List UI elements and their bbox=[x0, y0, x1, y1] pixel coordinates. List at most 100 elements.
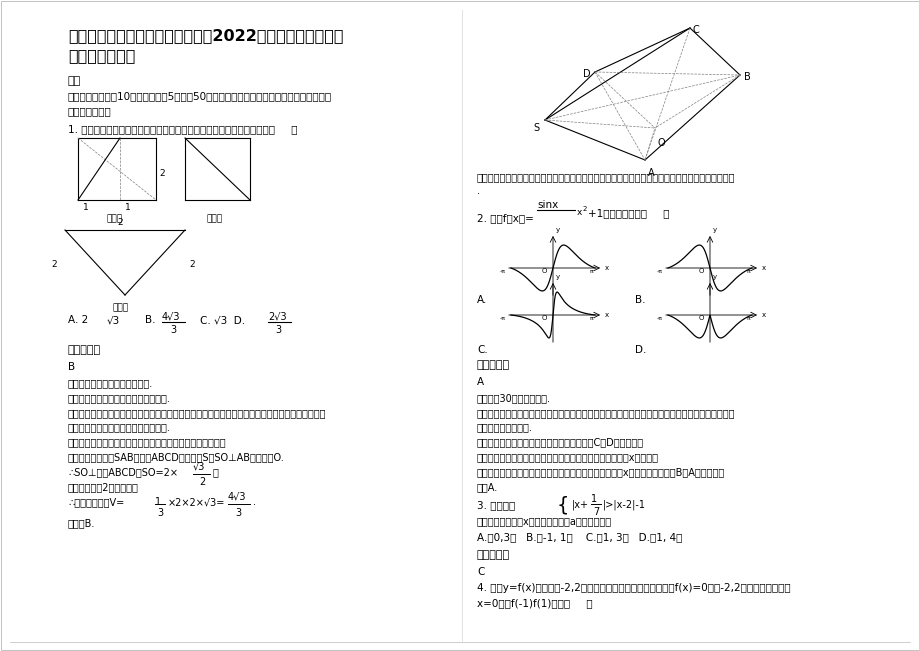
Text: -π: -π bbox=[656, 269, 663, 274]
Text: O: O bbox=[698, 268, 703, 274]
Text: 而即可得出正确选项.: 而即可得出正确选项. bbox=[476, 422, 532, 432]
Text: 3. 若不等式: 3. 若不等式 bbox=[476, 500, 515, 510]
Text: 2√3: 2√3 bbox=[267, 311, 287, 321]
Text: 1: 1 bbox=[154, 497, 161, 507]
Text: 2: 2 bbox=[51, 260, 57, 269]
Text: 3: 3 bbox=[275, 325, 281, 335]
Text: A: A bbox=[476, 377, 483, 387]
Text: 【分析】几何体是四棱锥，结合其直观图，利用四棱锥的一个侧面与底面垂直，作四棱锥的高线，求: 【分析】几何体是四棱锥，结合其直观图，利用四棱锥的一个侧面与底面垂直，作四棱锥的… bbox=[68, 408, 326, 418]
Text: O: O bbox=[698, 315, 703, 321]
Text: sinx: sinx bbox=[537, 200, 558, 210]
Text: 2: 2 bbox=[188, 260, 195, 269]
Text: y: y bbox=[712, 227, 716, 233]
Text: 当自变量从原点右侧趋近于原点时，函数值为正，图象在x轴上方，故可排除B，A选项符合，: 当自变量从原点右侧趋近于原点时，函数值为正，图象在x轴上方，故可排除B，A选项符… bbox=[476, 467, 724, 477]
Text: π: π bbox=[746, 269, 750, 274]
Text: O: O bbox=[541, 315, 547, 321]
Text: 选择题：本大题共10小题，每小题5分，共50分。在每小题给出的四个选项中，只有是一个: 选择题：本大题共10小题，每小题5分，共50分。在每小题给出的四个选项中，只有是… bbox=[68, 91, 332, 101]
Text: .: . bbox=[253, 497, 255, 507]
Text: B: B bbox=[743, 72, 750, 82]
Text: 2. 函数f（x）=: 2. 函数f（x）= bbox=[476, 213, 533, 223]
Text: x: x bbox=[761, 312, 766, 318]
Text: 1: 1 bbox=[590, 494, 596, 504]
Text: 期末试题含解析: 期末试题含解析 bbox=[68, 48, 135, 63]
Text: 【解答】解：由三视图知：几何体是四棱锥，其直观图如图；: 【解答】解：由三视图知：几何体是四棱锥，其直观图如图； bbox=[68, 437, 226, 447]
Text: 7: 7 bbox=[593, 507, 598, 517]
Text: 参考答案：: 参考答案： bbox=[476, 550, 509, 560]
Text: 1. 已知一个几何体的三视图及有关数据如图所示，则该几何体的体积为（     ）: 1. 已知一个几何体的三视图及有关数据如图所示，则该几何体的体积为（ ） bbox=[68, 124, 297, 134]
Text: ，: ， bbox=[213, 467, 219, 477]
Text: C: C bbox=[476, 567, 483, 577]
Text: 【专题】计算题；空间位置关系与距离.: 【专题】计算题；空间位置关系与距离. bbox=[68, 393, 171, 403]
Text: π: π bbox=[589, 316, 593, 321]
Text: 4√3: 4√3 bbox=[162, 311, 180, 321]
Text: 2: 2 bbox=[117, 218, 122, 227]
Text: x: x bbox=[605, 265, 608, 271]
Text: 符合题目要求的: 符合题目要求的 bbox=[68, 106, 111, 116]
Text: B: B bbox=[68, 362, 75, 372]
Text: C. √3  D.: C. √3 D. bbox=[199, 315, 244, 325]
Text: π: π bbox=[589, 269, 593, 274]
Text: C.: C. bbox=[476, 345, 487, 355]
Text: 湖北省随州市随县殷店镇东坡中学2022年高三数学文下学期: 湖北省随州市随县殷店镇东坡中学2022年高三数学文下学期 bbox=[68, 28, 343, 43]
Text: C: C bbox=[692, 25, 699, 35]
Text: 正视图: 正视图 bbox=[107, 214, 123, 223]
Text: -π: -π bbox=[656, 316, 663, 321]
Text: 四棱锥的一个侧面SAB与底面ABCD垂直，过S作SO⊥AB，垂足为O.: 四棱锥的一个侧面SAB与底面ABCD垂直，过S作SO⊥AB，垂足为O. bbox=[68, 452, 285, 462]
Text: A. 2: A. 2 bbox=[68, 315, 88, 325]
Text: S: S bbox=[532, 123, 539, 133]
Text: B.: B. bbox=[634, 295, 645, 305]
Text: x=0，则f(-1)f(1)的值（     ）: x=0，则f(-1)f(1)的值（ ） bbox=[476, 598, 592, 608]
Text: .: . bbox=[476, 186, 480, 196]
Text: 俯视图: 俯视图 bbox=[113, 303, 129, 312]
Text: 【点评】本题考查了由三视图求几何体的体积，判断几何体的几何特征及数据所对应的几何量是关键: 【点评】本题考查了由三视图求几何体的体积，判断几何体的几何特征及数据所对应的几何… bbox=[476, 172, 734, 182]
Text: -π: -π bbox=[499, 269, 505, 274]
Text: 【分析】先研究函数的性质，可以发现它是一个奇函数，再研究函数在原点附近的函数值的符号，从: 【分析】先研究函数的性质，可以发现它是一个奇函数，再研究函数在原点附近的函数值的… bbox=[476, 408, 734, 418]
Text: 3: 3 bbox=[157, 508, 163, 518]
Text: 故选：B.: 故选：B. bbox=[68, 518, 96, 528]
Text: {: { bbox=[556, 496, 569, 515]
Text: y: y bbox=[555, 274, 560, 280]
Text: ×2×2×√3=: ×2×2×√3= bbox=[168, 497, 225, 507]
Text: B.: B. bbox=[145, 315, 155, 325]
Text: x: x bbox=[761, 265, 766, 271]
Text: 2: 2 bbox=[159, 169, 165, 178]
Text: 对于一切非零实数x均成立，则实数a的取值范围是: 对于一切非零实数x均成立，则实数a的取值范围是 bbox=[476, 516, 611, 526]
Text: 4. 函数y=f(x)在区间（-2,2）上的图象是连续不断的，且方程f(x)=0在（-2,2）上仅有一个实根: 4. 函数y=f(x)在区间（-2,2）上的图象是连续不断的，且方程f(x)=0… bbox=[476, 583, 789, 593]
Text: 4√3: 4√3 bbox=[228, 492, 246, 502]
Text: +1的图象大致为（     ）: +1的图象大致为（ ） bbox=[587, 208, 669, 218]
Text: |>|x-2|-1: |>|x-2|-1 bbox=[602, 499, 645, 510]
Text: √3: √3 bbox=[193, 462, 205, 472]
Text: D.: D. bbox=[634, 345, 646, 355]
Text: D: D bbox=[583, 69, 590, 79]
Text: O: O bbox=[541, 268, 547, 274]
Text: ∴SO⊥底面ABCD，SO=2×: ∴SO⊥底面ABCD，SO=2× bbox=[68, 467, 177, 477]
Text: 3: 3 bbox=[234, 508, 241, 518]
Text: O: O bbox=[657, 138, 665, 148]
Text: 出棱锥的高，代入棱锥的体积公式计算.: 出棱锥的高，代入棱锥的体积公式计算. bbox=[68, 422, 171, 432]
Text: 参考答案：: 参考答案： bbox=[476, 360, 509, 370]
Text: 【考点】30：函数的图象.: 【考点】30：函数的图象. bbox=[476, 393, 550, 403]
Text: 【考点】由三视图求面积、体积.: 【考点】由三视图求面积、体积. bbox=[68, 378, 153, 388]
Text: 一、: 一、 bbox=[68, 76, 81, 86]
Text: √3: √3 bbox=[107, 315, 120, 325]
Text: 侧视图: 侧视图 bbox=[207, 214, 223, 223]
Text: 故选A.: 故选A. bbox=[476, 482, 498, 492]
Text: 又当自变量从原点左侧趋近于原点时，函数值为负，图象在x轴下方，: 又当自变量从原点左侧趋近于原点时，函数值为负，图象在x轴下方， bbox=[476, 452, 658, 462]
Text: 2: 2 bbox=[199, 477, 205, 487]
Text: x: x bbox=[605, 312, 608, 318]
Text: A: A bbox=[647, 168, 654, 178]
Text: A.: A. bbox=[476, 295, 487, 305]
Text: A.（0,3）   B.（-1, 1）    C.（1, 3）   D.（1, 4）: A.（0,3） B.（-1, 1） C.（1, 3） D.（1, 4） bbox=[476, 532, 682, 542]
Text: 【解答】解：此函数是一个奇函数，故可排除C，D两个选项；: 【解答】解：此函数是一个奇函数，故可排除C，D两个选项； bbox=[476, 437, 643, 447]
Text: 1: 1 bbox=[83, 203, 88, 212]
Text: 3: 3 bbox=[170, 325, 176, 335]
Text: 2: 2 bbox=[583, 206, 586, 212]
Text: |x+: |x+ bbox=[572, 499, 588, 510]
Text: y: y bbox=[712, 274, 716, 280]
Text: 1: 1 bbox=[125, 203, 130, 212]
Text: x: x bbox=[576, 208, 582, 217]
Text: π: π bbox=[746, 316, 750, 321]
Text: y: y bbox=[555, 227, 560, 233]
Text: 底面为边长为2的正方形，: 底面为边长为2的正方形， bbox=[68, 482, 139, 492]
Text: 参考答案：: 参考答案： bbox=[68, 345, 101, 355]
